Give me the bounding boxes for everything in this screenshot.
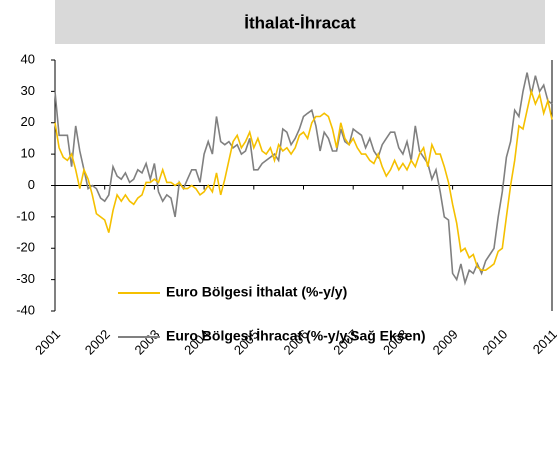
title-box — [55, 0, 545, 44]
chart-title: İthalat-İhracat — [244, 13, 356, 32]
y-tick-label: 0 — [28, 177, 35, 192]
x-tick-label: 2010 — [479, 327, 510, 358]
y-tick-label: 10 — [21, 146, 35, 161]
x-tick-label: 2003 — [131, 327, 162, 358]
y-tick-label: 30 — [21, 83, 35, 98]
y-tick-label: 40 — [21, 51, 35, 66]
y-tick-label: -30 — [16, 271, 35, 286]
series-line — [54, 72, 553, 286]
y-tick-label: 20 — [21, 114, 35, 129]
x-tick-label: 2001 — [32, 327, 63, 358]
series-line — [54, 88, 553, 271]
y-tick-label: -40 — [16, 302, 35, 317]
x-tick-label: 2002 — [82, 327, 113, 358]
x-tick-label: 2011 — [530, 327, 557, 357]
y-tick-label: -10 — [16, 208, 35, 223]
legend-label: Euro Bölgesi İthalat (%-y/y) — [166, 284, 347, 300]
legend-label: Euro Bölgesi İhracat (%-y/y,Sağ Eksen) — [166, 328, 426, 344]
x-tick-label: 2009 — [430, 327, 461, 358]
y-tick-label: -20 — [16, 240, 35, 255]
